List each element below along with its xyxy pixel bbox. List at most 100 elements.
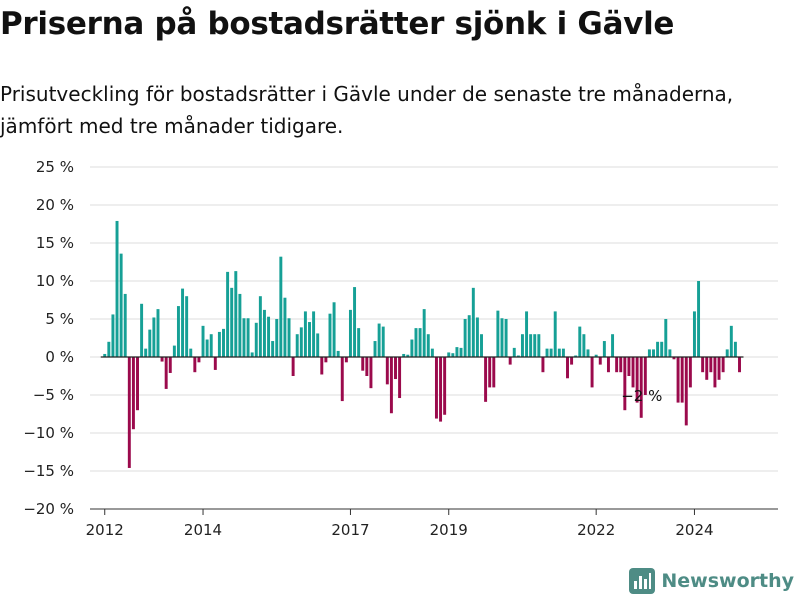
bar (553, 311, 557, 357)
bar (738, 357, 741, 373)
bar (373, 341, 377, 357)
bar (238, 293, 242, 357)
bar (123, 293, 127, 357)
bar (508, 357, 512, 365)
bar (185, 296, 189, 357)
bar (127, 357, 131, 468)
bar (250, 352, 254, 357)
y-tick-label: 0 % (45, 348, 74, 366)
bar (512, 347, 516, 357)
bar (475, 317, 479, 357)
bar (365, 357, 369, 376)
last-value-annotation: −2 % (621, 387, 662, 405)
bar (684, 357, 688, 426)
bar (590, 357, 594, 388)
bar (660, 341, 664, 357)
bar (271, 341, 275, 357)
y-tick-label: −5 % (33, 386, 74, 404)
bar (733, 341, 737, 357)
bar (627, 357, 631, 376)
bar (688, 357, 692, 388)
bar (545, 348, 549, 357)
bar (516, 355, 520, 357)
bar (275, 319, 279, 357)
bar (246, 318, 250, 357)
bar (287, 318, 291, 357)
bar (647, 349, 651, 357)
bar (578, 326, 582, 357)
x-tick-label: 2024 (675, 521, 713, 539)
y-tick-labels: 25 % 20 % 15 % 10 % 5 % 0 % −5 % −10 % −15 % −20 … (23, 158, 74, 518)
bar (119, 253, 123, 357)
x-tick-label: 2022 (577, 521, 615, 539)
bar (258, 296, 262, 357)
bar (619, 357, 623, 373)
bar (467, 315, 471, 357)
bar (676, 357, 680, 403)
bar (643, 357, 647, 395)
bar (414, 328, 418, 357)
y-tick-label: −20 % (23, 500, 74, 518)
y-tick-label: 5 % (45, 310, 74, 328)
bar (709, 357, 713, 373)
bar (136, 357, 139, 411)
bar (152, 317, 156, 357)
bar (656, 341, 660, 357)
bar (217, 331, 221, 357)
bar (541, 357, 545, 373)
bar (697, 281, 701, 357)
bar (410, 339, 414, 357)
bar (635, 357, 639, 403)
bar (451, 353, 455, 357)
bar (324, 357, 328, 363)
bar (291, 357, 295, 376)
bar (537, 334, 541, 357)
bar (107, 341, 111, 357)
bar (369, 357, 373, 389)
bar (652, 349, 655, 357)
bar (525, 311, 529, 357)
bar (484, 357, 488, 402)
bar (168, 357, 172, 373)
y-tick-label: 15 % (36, 234, 74, 252)
bar (725, 349, 729, 357)
bar (606, 357, 610, 373)
bar (549, 348, 553, 357)
bar (234, 271, 238, 357)
bar (496, 310, 500, 357)
bar (164, 357, 168, 389)
bar (529, 334, 533, 357)
x-tick-label: 2012 (86, 521, 124, 539)
bar (381, 326, 385, 357)
bar (344, 357, 348, 363)
bar (439, 357, 443, 422)
bar (189, 348, 193, 357)
bar (312, 311, 316, 357)
bar (242, 318, 246, 357)
bar (103, 353, 107, 357)
bar (602, 341, 606, 357)
bar (267, 316, 271, 357)
bar (230, 287, 234, 357)
bar (422, 309, 426, 357)
bar (389, 357, 393, 414)
bar (348, 309, 352, 357)
bar (557, 348, 561, 357)
bar (426, 334, 430, 357)
bar (353, 287, 357, 357)
bar (181, 288, 185, 357)
bar (504, 319, 508, 357)
bar (480, 334, 483, 357)
grid-lines (90, 166, 778, 510)
x-axis: 2012 2014 2017 2019 2022 2024 (86, 508, 778, 539)
bar (615, 357, 619, 373)
bar (193, 357, 197, 373)
bar (115, 220, 119, 357)
bar (729, 325, 733, 357)
bar (443, 357, 447, 415)
bar (328, 313, 332, 357)
bar (254, 322, 258, 357)
bar (533, 334, 537, 357)
bar (332, 302, 336, 357)
bar (156, 309, 160, 357)
